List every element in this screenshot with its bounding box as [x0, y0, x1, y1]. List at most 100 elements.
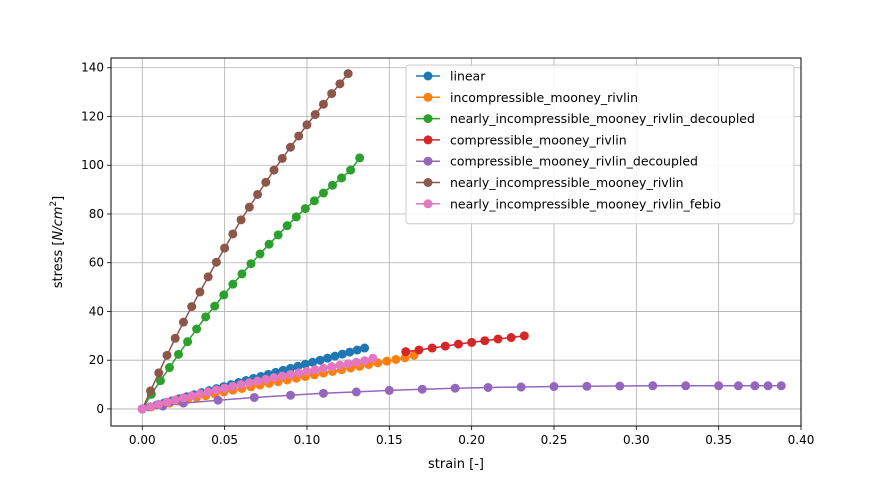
data-point [368, 353, 378, 363]
data-point [302, 120, 312, 130]
x-tick-label: 0.00 [129, 433, 156, 447]
data-point [327, 362, 337, 372]
x-tick-label: 0.30 [623, 433, 650, 447]
y-tick-label: 0 [96, 402, 104, 416]
data-point [300, 204, 310, 214]
series-compressible_mooney_rivlin_decoupled [137, 381, 786, 414]
data-point [187, 391, 197, 401]
data-point [261, 374, 271, 384]
data-point [714, 381, 724, 391]
legend-label: compressible_mooney_rivlin_decoupled [450, 154, 698, 169]
data-point [440, 341, 450, 351]
data-point [352, 345, 362, 355]
legend-item: compressible_mooney_rivlin_decoupled [416, 154, 698, 169]
legend-label: nearly_incompressible_mooney_rivlin_deco… [450, 111, 755, 126]
legend-marker [423, 114, 433, 124]
data-point [285, 390, 295, 400]
data-point [681, 381, 691, 391]
data-point [450, 383, 460, 393]
y-axis-label-exponent: 2 [49, 201, 59, 207]
legend-marker [423, 199, 433, 209]
data-point [384, 385, 394, 395]
data-point [253, 376, 263, 386]
data-point [282, 221, 292, 231]
data-point [330, 351, 340, 361]
y-axis-label: stress [N/cm2] [49, 196, 66, 288]
data-point [146, 402, 156, 412]
data-point [355, 153, 365, 163]
data-point [453, 339, 463, 349]
data-point [294, 368, 304, 378]
data-point [236, 215, 246, 225]
legend-label: compressible_mooney_rivlin [450, 132, 627, 147]
data-point [427, 343, 437, 353]
data-point [483, 382, 493, 392]
data-point [154, 399, 164, 409]
legend-label: incompressible_mooney_rivlin [450, 90, 638, 105]
data-point [246, 259, 256, 269]
data-point [220, 383, 230, 393]
legend-item: nearly_incompressible_mooney_rivlin_febi… [416, 196, 721, 211]
data-point [327, 180, 337, 190]
data-point [228, 279, 238, 289]
data-point [236, 379, 246, 389]
data-point [192, 324, 202, 334]
data-point [155, 376, 165, 386]
data-point [255, 249, 265, 259]
data-point [337, 349, 347, 359]
data-point [318, 388, 328, 398]
data-point [516, 382, 526, 392]
data-point [219, 290, 229, 300]
data-point [164, 363, 174, 373]
y-tick-label: 120 [81, 109, 104, 123]
data-point [300, 359, 310, 369]
data-point [337, 173, 347, 183]
data-point [237, 269, 247, 279]
x-tick-label: 0.10 [294, 433, 321, 447]
ticks: 0.00 0.05 0.10 0.15 0.20 0.25 0.30 0.35 0.40 0 20 4… [81, 61, 814, 447]
x-tick-label: 0.05 [211, 433, 238, 447]
data-point [220, 243, 230, 253]
data-point [493, 334, 503, 344]
x-tick-label: 0.40 [788, 433, 815, 447]
data-point [174, 349, 184, 359]
data-point [343, 69, 353, 79]
data-point [318, 188, 328, 198]
data-point [203, 272, 213, 282]
data-point [506, 333, 516, 343]
data-point [763, 381, 773, 391]
data-point [391, 354, 401, 364]
data-point [277, 153, 287, 163]
data-point [346, 165, 356, 175]
data-point [178, 393, 188, 403]
y-axis-label-suffix: ] [51, 196, 66, 201]
legend-marker [423, 92, 433, 102]
data-point [351, 387, 361, 397]
data-point [195, 287, 205, 297]
y-tick-label: 40 [89, 304, 104, 318]
data-point [519, 331, 529, 341]
data-point [776, 381, 786, 391]
series-nearly_incompressible_mooney_rivlin_decoupled [137, 153, 365, 414]
data-point [302, 366, 312, 376]
y-tick-label: 80 [89, 207, 104, 221]
data-point [345, 347, 355, 357]
data-point [210, 301, 220, 311]
data-point [315, 355, 325, 365]
legend-item: compressible_mooney_rivlin [416, 132, 627, 147]
data-point [318, 99, 328, 109]
data-point [309, 196, 319, 206]
data-point [335, 360, 345, 370]
x-tick-label: 0.35 [705, 433, 732, 447]
legend-label: linear [450, 69, 486, 84]
data-point [360, 343, 370, 353]
legend-marker [423, 135, 433, 145]
data-point [467, 337, 477, 347]
series-line [405, 335, 525, 353]
data-point [187, 302, 197, 312]
data-point [253, 189, 263, 199]
data-point [277, 371, 287, 381]
legend-item: nearly_incompressible_mooney_rivlin_deco… [416, 111, 755, 126]
data-point [318, 363, 328, 373]
data-point [335, 79, 345, 89]
